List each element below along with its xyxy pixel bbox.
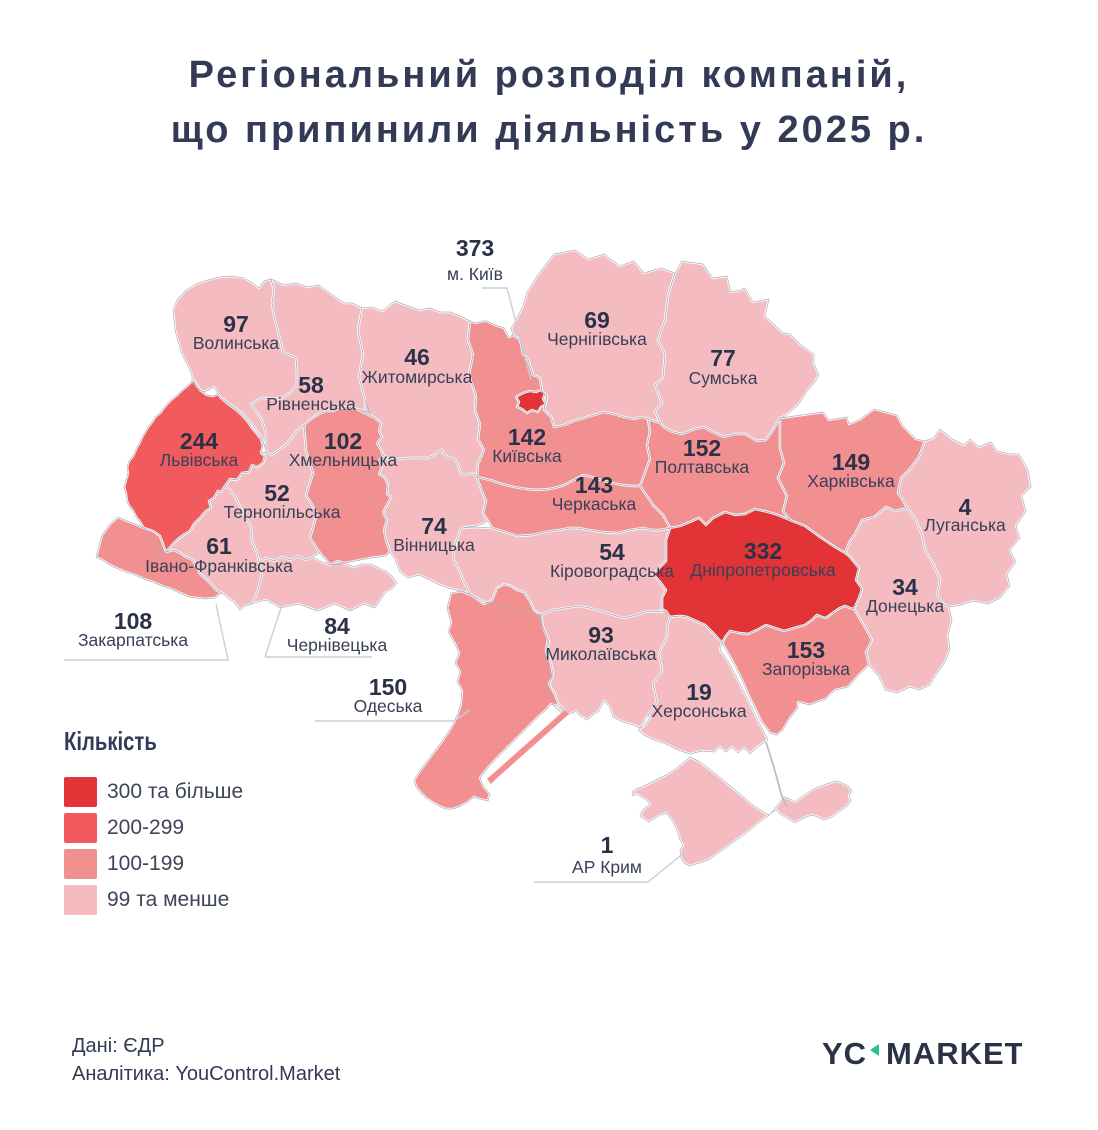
svg-text:Харківська: Харківська [807, 471, 895, 491]
svg-text:Київська: Київська [492, 446, 562, 466]
svg-text:Чернігівська: Чернігівська [547, 329, 647, 349]
svg-text:153: 153 [787, 637, 825, 663]
svg-text:Миколаївська: Миколаївська [545, 644, 656, 664]
svg-text:Вінницька: Вінницька [393, 535, 475, 555]
svg-text:54: 54 [599, 539, 625, 565]
svg-text:Донецька: Донецька [866, 596, 944, 616]
svg-text:34: 34 [892, 574, 918, 600]
svg-text:Закарпатська: Закарпатська [78, 630, 188, 650]
svg-text:332: 332 [744, 538, 782, 564]
svg-text:Хмельницька: Хмельницька [289, 450, 398, 470]
svg-text:84: 84 [324, 613, 350, 639]
svg-text:Житомирська: Житомирська [362, 367, 473, 387]
svg-text:58: 58 [298, 372, 324, 398]
svg-text:Полтавська: Полтавська [655, 457, 750, 477]
svg-text:93: 93 [588, 622, 614, 648]
svg-text:Кіровоградська: Кіровоградська [550, 561, 674, 581]
svg-text:Херсонська: Херсонська [651, 701, 746, 721]
svg-text:Черкаська: Черкаська [552, 494, 637, 514]
svg-text:142: 142 [508, 424, 546, 450]
svg-text:143: 143 [575, 472, 613, 498]
svg-text:Одеська: Одеська [354, 696, 423, 716]
svg-text:77: 77 [710, 345, 736, 371]
svg-text:4: 4 [959, 494, 972, 520]
svg-text:Львівська: Львівська [160, 450, 239, 470]
svg-text:Луганська: Луганська [924, 515, 1006, 535]
svg-text:102: 102 [324, 428, 362, 454]
svg-text:244: 244 [180, 428, 219, 454]
svg-text:Волинська: Волинська [193, 333, 280, 353]
svg-text:46: 46 [404, 344, 430, 370]
svg-text:YC: YC [822, 1036, 867, 1071]
svg-text:Івано-Франківська: Івано-Франківська [145, 556, 293, 576]
svg-text:Чернівецька: Чернівецька [287, 635, 388, 655]
svg-text:152: 152 [683, 435, 721, 461]
svg-text:108: 108 [114, 608, 153, 634]
svg-text:69: 69 [584, 307, 610, 333]
svg-text:Тернопільська: Тернопільська [224, 502, 341, 522]
svg-text:Запорізька: Запорізька [762, 659, 850, 679]
svg-text:Рівненська: Рівненська [266, 394, 356, 414]
svg-text:Сумська: Сумська [689, 368, 758, 388]
svg-text:19: 19 [686, 679, 712, 705]
svg-text:м. Київ: м. Київ [447, 264, 503, 284]
svg-text:150: 150 [369, 674, 407, 700]
svg-text:АР Крим: АР Крим [572, 857, 642, 877]
svg-text:61: 61 [206, 533, 232, 559]
svg-text:149: 149 [832, 449, 870, 475]
svg-text:1: 1 [601, 832, 614, 858]
svg-text:52: 52 [264, 480, 290, 506]
svg-text:373: 373 [456, 235, 494, 261]
svg-text:97: 97 [223, 311, 249, 337]
svg-text:MARKET: MARKET [886, 1036, 1022, 1071]
svg-text:74: 74 [421, 513, 447, 539]
svg-text:Дніпропетровська: Дніпропетровська [690, 560, 835, 580]
